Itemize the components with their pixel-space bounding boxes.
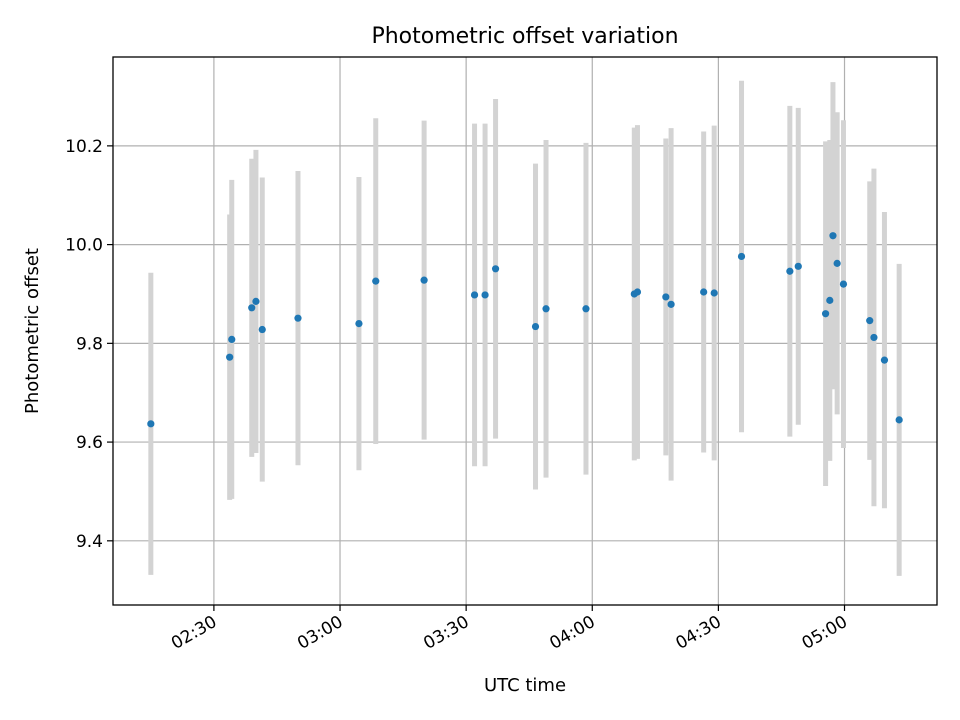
x-tick-label: 02:30: [168, 612, 220, 654]
data-point: [294, 314, 302, 322]
data-point: [880, 356, 889, 364]
chart-title: Photometric offset variation: [371, 24, 678, 49]
data-point: [355, 319, 363, 328]
y-tick-label: 9.8: [76, 334, 103, 354]
plot-frame: [112, 56, 938, 606]
marker-layer: [147, 232, 903, 428]
data-point: [700, 288, 708, 296]
data-point: [372, 277, 380, 285]
data-point: [833, 259, 841, 267]
y-tick-label: 10.0: [65, 236, 103, 256]
data-point: [710, 289, 718, 297]
data-point: [826, 296, 834, 304]
data-point: [667, 300, 675, 308]
data-point: [252, 297, 260, 305]
data-point: [895, 416, 903, 424]
x-tick-label: 03:30: [420, 612, 472, 654]
data-point: [258, 325, 266, 334]
x-tick-label: 04:00: [546, 612, 598, 654]
data-point: [737, 252, 746, 261]
data-point: [147, 420, 155, 428]
data-point: [470, 291, 479, 299]
y-tick-label: 9.4: [76, 532, 103, 552]
data-point: [829, 232, 837, 240]
data-point: [248, 304, 256, 312]
data-point: [821, 310, 830, 318]
data-point: [420, 276, 428, 284]
data-point: [870, 333, 878, 342]
data-point: [786, 267, 794, 275]
data-point: [633, 288, 642, 296]
grid-layer: [113, 57, 937, 605]
data-point: [839, 280, 848, 288]
data-point: [228, 335, 236, 343]
tick-layer: 02:30 03:00 03:30 04:00 04:30 05:00 9.4 9.6 9.8 1…: [65, 137, 851, 654]
data-point: [866, 317, 874, 325]
y-tick-label: 10.2: [65, 137, 103, 157]
y-axis-label: Photometric offset: [22, 248, 43, 414]
data-point: [582, 305, 590, 313]
x-axis-label: UTC time: [484, 675, 566, 696]
x-tick-label: 04:30: [672, 612, 724, 654]
data-point: [491, 265, 500, 273]
data-point: [481, 291, 489, 299]
y-tick-label: 9.6: [76, 433, 103, 453]
data-point: [662, 293, 670, 301]
x-tick-label: 05:00: [799, 612, 851, 654]
x-tick-label: 03:00: [294, 612, 346, 654]
data-point: [794, 262, 802, 270]
data-point: [542, 305, 550, 313]
data-point: [531, 322, 540, 331]
data-point: [226, 353, 234, 361]
